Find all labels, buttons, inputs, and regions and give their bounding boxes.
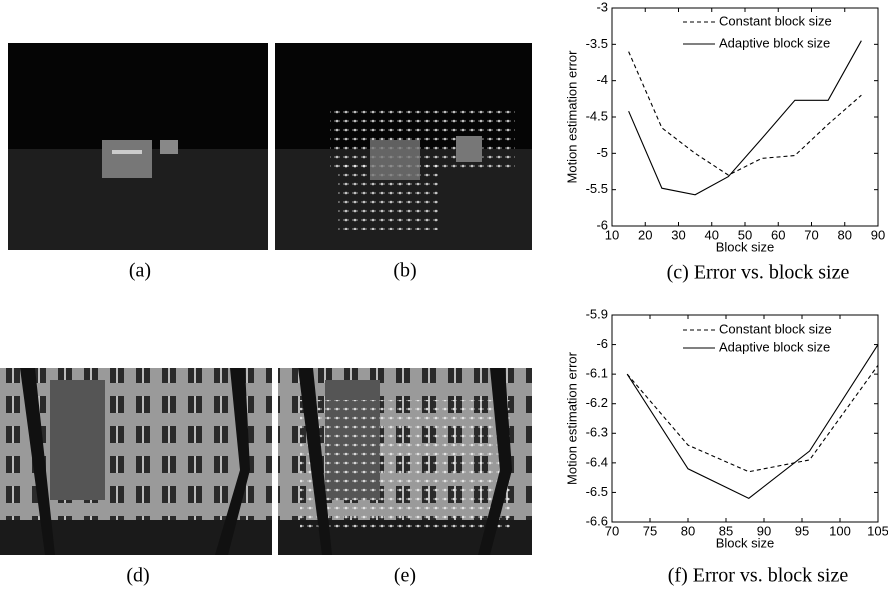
x-axis-label: Block size (716, 535, 775, 550)
y-tick-label: -4.5 (586, 108, 608, 123)
y-tick-label: -6 (596, 217, 608, 232)
y-tick-label: -5 (596, 145, 608, 160)
series-line (629, 52, 862, 176)
image-d (0, 368, 272, 555)
legend-label: Constant block size (719, 321, 832, 336)
x-tick-label: 105 (867, 523, 888, 538)
caption: (e) (394, 565, 416, 587)
y-tick-label: -4 (596, 72, 608, 87)
x-tick-label: 80 (681, 523, 695, 538)
series-line (627, 345, 878, 499)
figure: (a) (b) (d) (e) 102030405060708090-6-5.5… (0, 0, 888, 591)
x-axis-label: Block size (716, 239, 775, 254)
x-tick-label: 95 (795, 523, 809, 538)
legend-label: Adaptive block size (719, 35, 830, 50)
y-tick-label: -6.3 (586, 425, 608, 440)
x-tick-label: 70 (804, 227, 818, 242)
image-b (275, 43, 532, 250)
caption: (a) (129, 260, 151, 282)
y-axis-label: Motion estimation error (564, 351, 579, 485)
y-tick-label: -5.5 (586, 181, 608, 196)
image-e (278, 368, 532, 555)
y-tick-label: -3 (596, 0, 608, 14)
caption: (b) (393, 260, 416, 282)
caption: (d) (126, 565, 149, 587)
y-tick-label: -6.2 (586, 395, 608, 410)
series-line (629, 41, 862, 195)
x-tick-label: 75 (643, 523, 657, 538)
legend-label: Adaptive block size (719, 339, 830, 354)
x-tick-label: 80 (838, 227, 852, 242)
figure-canvas: (a) (b) (d) (e) 102030405060708090-6-5.5… (0, 0, 888, 591)
x-tick-label: 20 (638, 227, 652, 242)
image-a (8, 43, 268, 250)
y-tick-label: -5.9 (586, 306, 608, 321)
caption: (c) Error vs. block size (667, 262, 850, 284)
y-tick-label: -6.1 (586, 366, 608, 381)
x-tick-label: 30 (671, 227, 685, 242)
caption: (f) Error vs. block size (668, 565, 849, 587)
y-tick-label: -6 (596, 336, 608, 351)
y-tick-label: -6.5 (586, 484, 608, 499)
series-line (627, 365, 878, 471)
y-axis-label: Motion estimation error (564, 50, 579, 184)
x-tick-label: 100 (829, 523, 851, 538)
x-tick-label: 90 (871, 227, 885, 242)
y-tick-label: -6.6 (586, 513, 608, 528)
legend-label: Constant block size (719, 13, 832, 28)
y-tick-label: -3.5 (586, 36, 608, 51)
y-tick-label: -6.4 (586, 454, 608, 469)
